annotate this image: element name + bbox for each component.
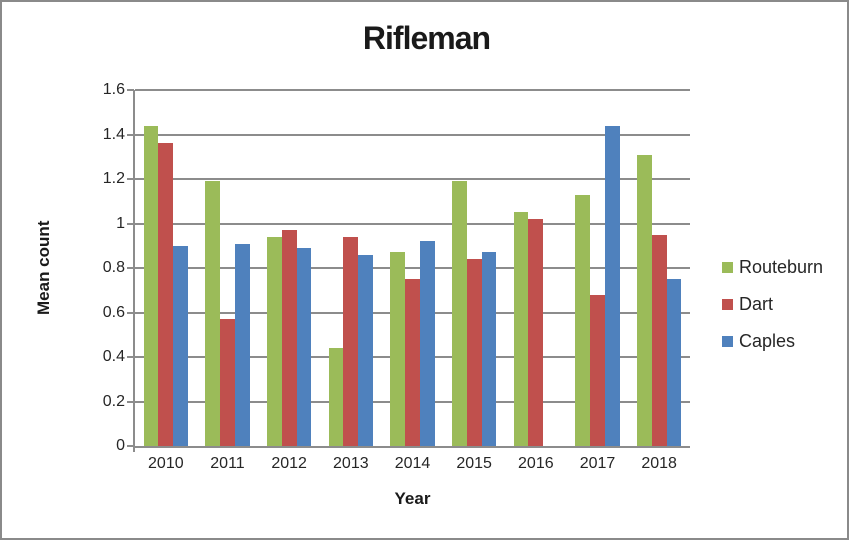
- bar-caples-2015[interactable]: [481, 252, 497, 446]
- y-axis-line: [133, 90, 135, 452]
- bar-caples-2011[interactable]: [234, 243, 250, 446]
- legend-swatch-caples-icon: [722, 335, 733, 347]
- bar-caples-2017[interactable]: [604, 125, 620, 446]
- bar-routeburn-2011[interactable]: [205, 181, 221, 446]
- y-tick-mark: [127, 133, 134, 136]
- gridline: [135, 178, 690, 180]
- gridline: [135, 133, 690, 136]
- y-tick-label: 0.4: [102, 348, 125, 365]
- bar-caples-2018[interactable]: [666, 279, 682, 446]
- x-axis-line: [133, 446, 690, 448]
- y-tick-mark: [127, 89, 134, 91]
- y-tick-mark: [127, 222, 134, 225]
- legend-item-caples[interactable]: Caples: [722, 330, 823, 351]
- bar-routeburn-2018[interactable]: [636, 154, 652, 446]
- bar-dart-2017[interactable]: [590, 294, 605, 446]
- legend-swatch-dart-icon: [722, 298, 733, 310]
- legend-item-dart[interactable]: Dart: [722, 293, 823, 314]
- y-tick-mark: [127, 400, 134, 403]
- y-tick-label: 1.4: [102, 125, 125, 143]
- x-tick-label: 2011: [210, 455, 245, 472]
- gridline: [135, 89, 690, 92]
- legend-label: Routeburn: [739, 256, 824, 277]
- y-tick-label: 0: [116, 437, 125, 454]
- bar-dart-2018[interactable]: [651, 234, 667, 446]
- bar-dart-2016[interactable]: [528, 219, 544, 446]
- bar-dart-2014[interactable]: [405, 279, 420, 446]
- bar-routeburn-2010[interactable]: [143, 125, 159, 446]
- bar-caples-2014[interactable]: [419, 241, 435, 446]
- bar-dart-2015[interactable]: [466, 259, 482, 446]
- x-tick-label: 2016: [518, 455, 554, 472]
- x-tick-label: 2014: [394, 455, 431, 472]
- legend-item-routeburn[interactable]: Routeburn: [722, 256, 824, 277]
- bar-routeburn-2016[interactable]: [513, 212, 529, 446]
- x-tick-label: 2018: [641, 455, 677, 472]
- x-tick-label: 2010: [148, 455, 184, 472]
- y-tick-label: 0.2: [102, 392, 125, 410]
- y-tick-label: 0.8: [102, 259, 125, 276]
- y-tick-mark: [127, 445, 134, 447]
- bar-caples-2010[interactable]: [173, 245, 189, 446]
- y-tick-label: 1: [116, 214, 125, 232]
- y-tick-mark: [127, 267, 134, 269]
- bar-dart-2012[interactable]: [281, 230, 297, 446]
- x-tick-label: 2015: [456, 455, 492, 472]
- legend-label: Dart: [739, 293, 774, 314]
- x-tick-label: 2017: [579, 455, 616, 472]
- gridline: [135, 222, 690, 225]
- y-tick-label: 1.2: [102, 170, 125, 187]
- bar-dart-2010[interactable]: [158, 143, 174, 446]
- bar-caples-2013[interactable]: [358, 254, 374, 446]
- bar-routeburn-2013[interactable]: [328, 348, 344, 446]
- y-axis-title: Mean count: [34, 220, 53, 316]
- bar-routeburn-2014[interactable]: [390, 252, 406, 446]
- y-tick-mark: [127, 311, 134, 314]
- x-tick-label: 2013: [333, 455, 369, 472]
- legend-label: Caples: [739, 330, 796, 351]
- bar-dart-2011[interactable]: [220, 319, 235, 446]
- y-tick-mark: [127, 356, 134, 358]
- gridline: [135, 267, 690, 269]
- plot-area[interactable]: [135, 89, 690, 446]
- y-tick-mark: [127, 178, 134, 180]
- bar-routeburn-2012[interactable]: [266, 236, 282, 446]
- bar-routeburn-2015[interactable]: [451, 181, 467, 446]
- y-tick-label: 1.6: [102, 81, 125, 98]
- x-tick-label: 2012: [271, 455, 307, 472]
- x-axis-title: Year: [394, 489, 431, 508]
- legend: Routeburn Dart Caples: [722, 256, 824, 369]
- bar-caples-2012[interactable]: [296, 247, 312, 446]
- y-tick-label: 0.6: [102, 303, 125, 321]
- chart-title[interactable]: Rifleman: [362, 20, 491, 56]
- bar-routeburn-2017[interactable]: [575, 194, 591, 446]
- legend-swatch-routeburn-icon: [722, 261, 733, 273]
- bar-dart-2013[interactable]: [343, 236, 359, 446]
